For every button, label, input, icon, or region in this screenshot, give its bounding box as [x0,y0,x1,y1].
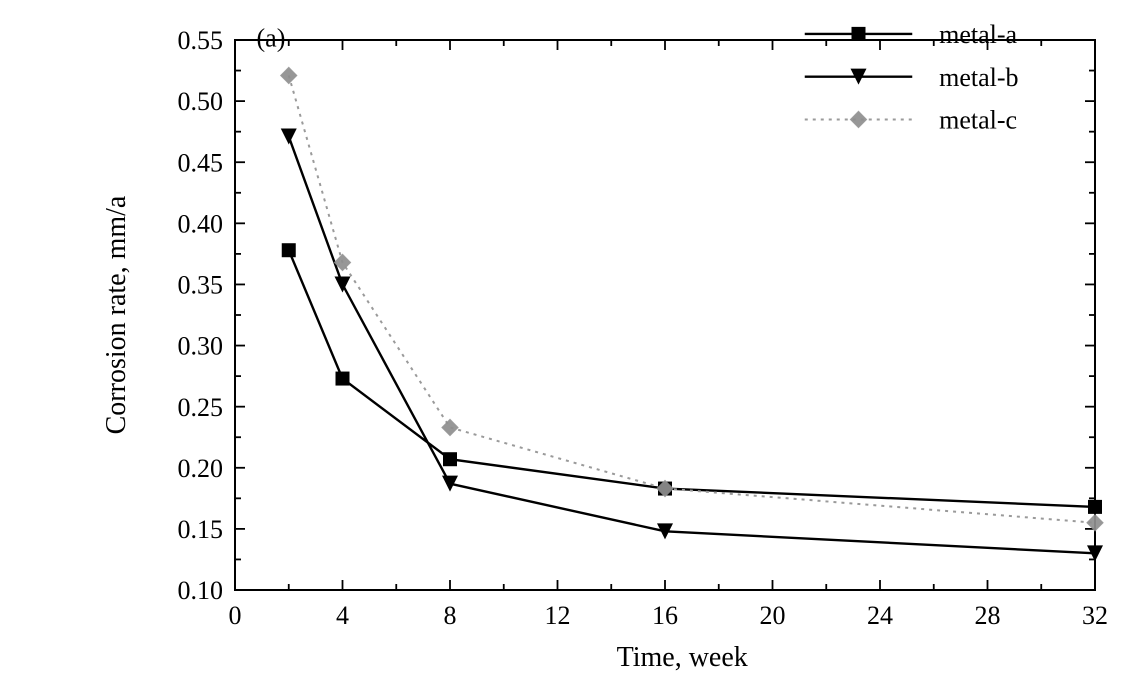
svg-text:0.15: 0.15 [178,515,224,544]
svg-text:0.40: 0.40 [178,209,224,238]
svg-text:0.45: 0.45 [178,148,224,177]
svg-text:0.25: 0.25 [178,393,224,422]
svg-text:0.35: 0.35 [178,271,224,300]
svg-text:20: 20 [760,601,786,630]
svg-text:32: 32 [1082,601,1108,630]
svg-text:0.10: 0.10 [178,576,224,605]
svg-text:0.30: 0.30 [178,332,224,361]
svg-text:8: 8 [444,601,457,630]
svg-text:24: 24 [867,601,893,630]
svg-text:12: 12 [545,601,571,630]
svg-text:(a): (a) [257,24,286,53]
svg-text:Corrosion rate, mm/a: Corrosion rate, mm/a [101,195,132,434]
svg-text:16: 16 [652,601,678,630]
svg-text:28: 28 [975,601,1001,630]
svg-text:metal-b: metal-b [939,63,1018,92]
svg-text:Time, week: Time, week [617,642,748,673]
svg-text:0.55: 0.55 [178,26,224,55]
svg-text:0.20: 0.20 [178,454,224,483]
svg-text:4: 4 [336,601,349,630]
svg-text:0: 0 [229,601,242,630]
corrosion-rate-chart: 0 4 8 12 16 20 24 28 32 Time, week 0.10 0.15 0.20 0.2… [0,0,1135,692]
svg-text:0.50: 0.50 [178,87,224,116]
svg-text:metal-a: metal-a [939,20,1017,49]
chart-svg: 0 4 8 12 16 20 24 28 32 Time, week 0.10 0.15 0.20 0.2… [0,0,1135,692]
svg-text:metal-c: metal-c [939,106,1017,135]
